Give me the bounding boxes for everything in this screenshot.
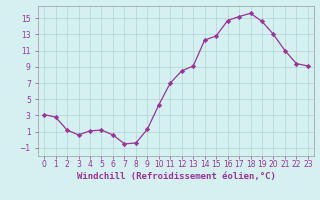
X-axis label: Windchill (Refroidissement éolien,°C): Windchill (Refroidissement éolien,°C) — [76, 172, 276, 181]
